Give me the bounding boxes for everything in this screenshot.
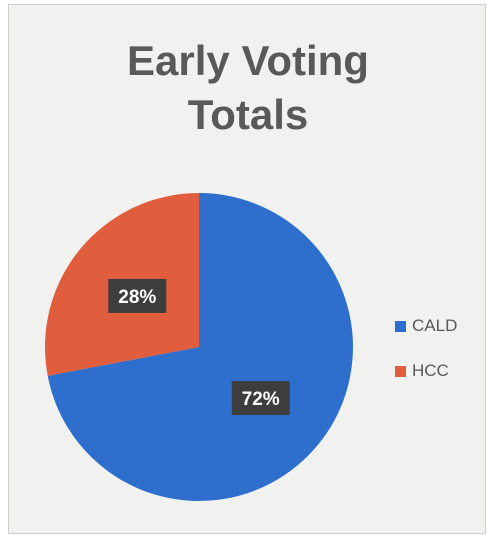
chart-title-line-1: Early Voting: [127, 37, 369, 84]
data-label-hcc: 28%: [108, 278, 167, 313]
legend-label-hcc: HCC: [412, 361, 449, 380]
legend: CALD HCC: [395, 314, 457, 404]
legend-swatch-hcc: [395, 365, 406, 377]
pie-slice-cald: [47, 193, 354, 501]
legend-item-hcc: HCC: [395, 359, 457, 383]
legend-swatch-cald: [395, 320, 406, 332]
data-label-text: 28%: [118, 287, 156, 308]
legend-label-cald: CALD: [412, 316, 458, 335]
data-label-cald: 72%: [231, 381, 290, 416]
data-label-box: [108, 278, 167, 313]
chart-title-line-2: Totals: [187, 91, 309, 138]
data-label-text: 72%: [242, 389, 280, 410]
data-label-box: [231, 381, 290, 416]
legend-item-cald: CALD: [395, 314, 457, 338]
